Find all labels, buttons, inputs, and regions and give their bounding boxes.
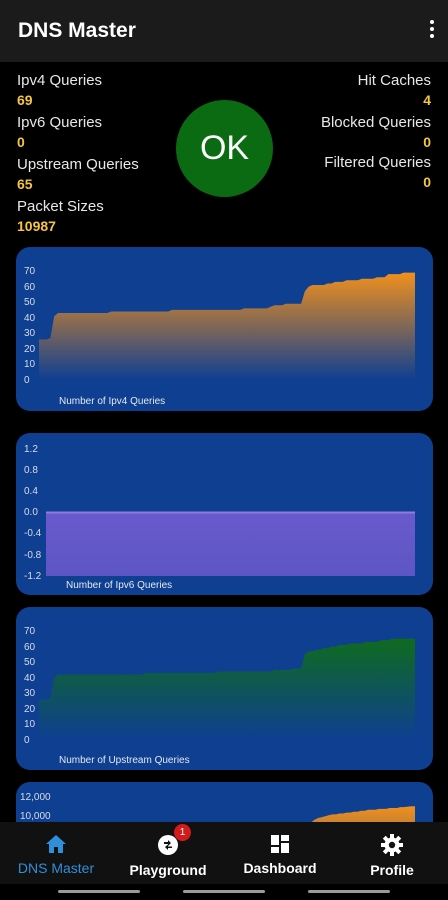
- chart-x-label: Number of Upstream Queries: [59, 755, 190, 766]
- y-tick-label: 30: [24, 688, 36, 699]
- chart-upstream: 70 60 50 40 30 20 10 0 Number of Upstream Querie…: [24, 626, 415, 766]
- stats-panel: Ipv4 Queries 69 Ipv6 Queries 0 Upstream …: [0, 62, 448, 240]
- status-ok-label: OK: [199, 129, 250, 167]
- more-menu-icon[interactable]: [428, 20, 436, 42]
- stat-ipv6-label: Ipv6 Queries: [17, 114, 103, 131]
- y-tick-label: 0: [24, 375, 30, 386]
- home-icon: [46, 835, 66, 853]
- nav-label-playground: Playground: [129, 862, 207, 878]
- stat-hit-value: 4: [423, 92, 431, 108]
- nav-label-dns-master: DNS Master: [17, 860, 95, 876]
- stat-packet: Packet Sizes 10987: [17, 198, 104, 234]
- chart-area-series: [46, 512, 415, 576]
- y-tick-label: 50: [24, 297, 36, 308]
- stat-filtered-label: Filtered Queries: [324, 154, 431, 171]
- stat-upstream: Upstream Queries 65: [17, 156, 139, 192]
- stat-packet-value: 10987: [17, 218, 56, 234]
- y-tick-label: 40: [24, 673, 36, 684]
- nav-item-playground[interactable]: 1 Playground: [112, 822, 224, 884]
- playground-icon: [158, 835, 178, 855]
- y-tick-label: 0.4: [24, 486, 38, 497]
- y-tick-label: 0.0: [24, 507, 38, 518]
- status-ok-badge: OK: [176, 100, 273, 197]
- stat-filtered: Filtered Queries 0: [324, 154, 431, 190]
- stat-hit-label: Hit Caches: [357, 72, 431, 89]
- app-bar: DNS Master: [0, 0, 448, 62]
- system-gesture-bar: [0, 884, 448, 900]
- y-tick-label: 0: [24, 735, 30, 746]
- y-tick-label: 20: [24, 344, 36, 355]
- y-tick-label: 12,000: [20, 792, 51, 803]
- stat-ipv4-value: 69: [17, 92, 33, 108]
- stat-ipv4-label: Ipv4 Queries: [17, 72, 103, 89]
- stat-blocked-value: 0: [423, 134, 431, 150]
- y-tick-label: 40: [24, 313, 36, 324]
- y-tick-label: 50: [24, 657, 36, 668]
- chart-ipv4: 70 60 50 40 30 20 10 0 Number of Ipv4 Queries: [24, 266, 415, 407]
- stat-hit: Hit Caches 4: [358, 72, 431, 108]
- y-tick-label: -1.2: [24, 571, 42, 582]
- chart-ipv4-card: 70 60 50 40 30 20 10 0 Number of Ipv4 Queries: [16, 247, 433, 411]
- y-tick-label: -0.8: [24, 550, 42, 561]
- y-tick-label: 30: [24, 328, 36, 339]
- y-tick-label: 1.2: [24, 444, 38, 455]
- gear-icon: [381, 834, 403, 856]
- y-tick-label: 60: [24, 642, 36, 653]
- stat-upstream-value: 65: [17, 176, 33, 192]
- chart-ipv6: 1.2 0.8 0.4 0.0 -0.4 -0.8 -1.2 Number of Ipv6 Q…: [24, 444, 415, 591]
- stat-filtered-value: 0: [423, 174, 431, 190]
- chart-ipv6-card: 1.2 0.8 0.4 0.0 -0.4 -0.8 -1.2 Number of Ipv6 Q…: [16, 433, 433, 595]
- nav-item-profile[interactable]: Profile: [336, 822, 448, 884]
- chart-upstream-card: 70 60 50 40 30 20 10 0 Number of Upstream Querie…: [16, 607, 433, 770]
- y-tick-label: 10,000: [20, 811, 51, 822]
- dashboard-icon: [271, 835, 289, 853]
- stat-ipv6-value: 0: [17, 134, 25, 150]
- nav-label-dashboard: Dashboard: [243, 860, 317, 876]
- y-tick-label: 70: [24, 626, 36, 637]
- stat-blocked: Blocked Queries 0: [321, 114, 431, 150]
- stat-packet-label: Packet Sizes: [17, 198, 104, 215]
- y-tick-label: 10: [24, 359, 36, 370]
- chart-area-series: [39, 272, 415, 380]
- y-tick-label: 70: [24, 266, 36, 277]
- nav-item-dashboard[interactable]: Dashboard: [224, 822, 336, 884]
- y-tick-label: 20: [24, 704, 36, 715]
- stat-blocked-label: Blocked Queries: [320, 114, 431, 131]
- stat-upstream-label: Upstream Queries: [17, 156, 139, 173]
- playground-badge: 1: [174, 824, 191, 841]
- chart-area-series: [39, 638, 415, 740]
- nav-label-profile: Profile: [370, 862, 414, 878]
- y-tick-label: 0.8: [24, 465, 38, 476]
- app-title: DNS Master: [18, 19, 136, 42]
- stat-ipv6: Ipv6 Queries 0: [17, 114, 102, 150]
- stat-ipv4: Ipv4 Queries 69: [17, 72, 102, 108]
- nav-item-dns-master[interactable]: DNS Master: [0, 822, 112, 884]
- chart-x-label: Number of Ipv6 Queries: [66, 580, 172, 591]
- chart-x-label: Number of Ipv4 Queries: [59, 396, 165, 407]
- bottom-nav: DNS Master 1 Playground Dashboard: [0, 822, 448, 884]
- y-tick-label: 60: [24, 282, 36, 293]
- y-tick-label: -0.4: [24, 528, 42, 539]
- y-tick-label: 10: [24, 719, 36, 730]
